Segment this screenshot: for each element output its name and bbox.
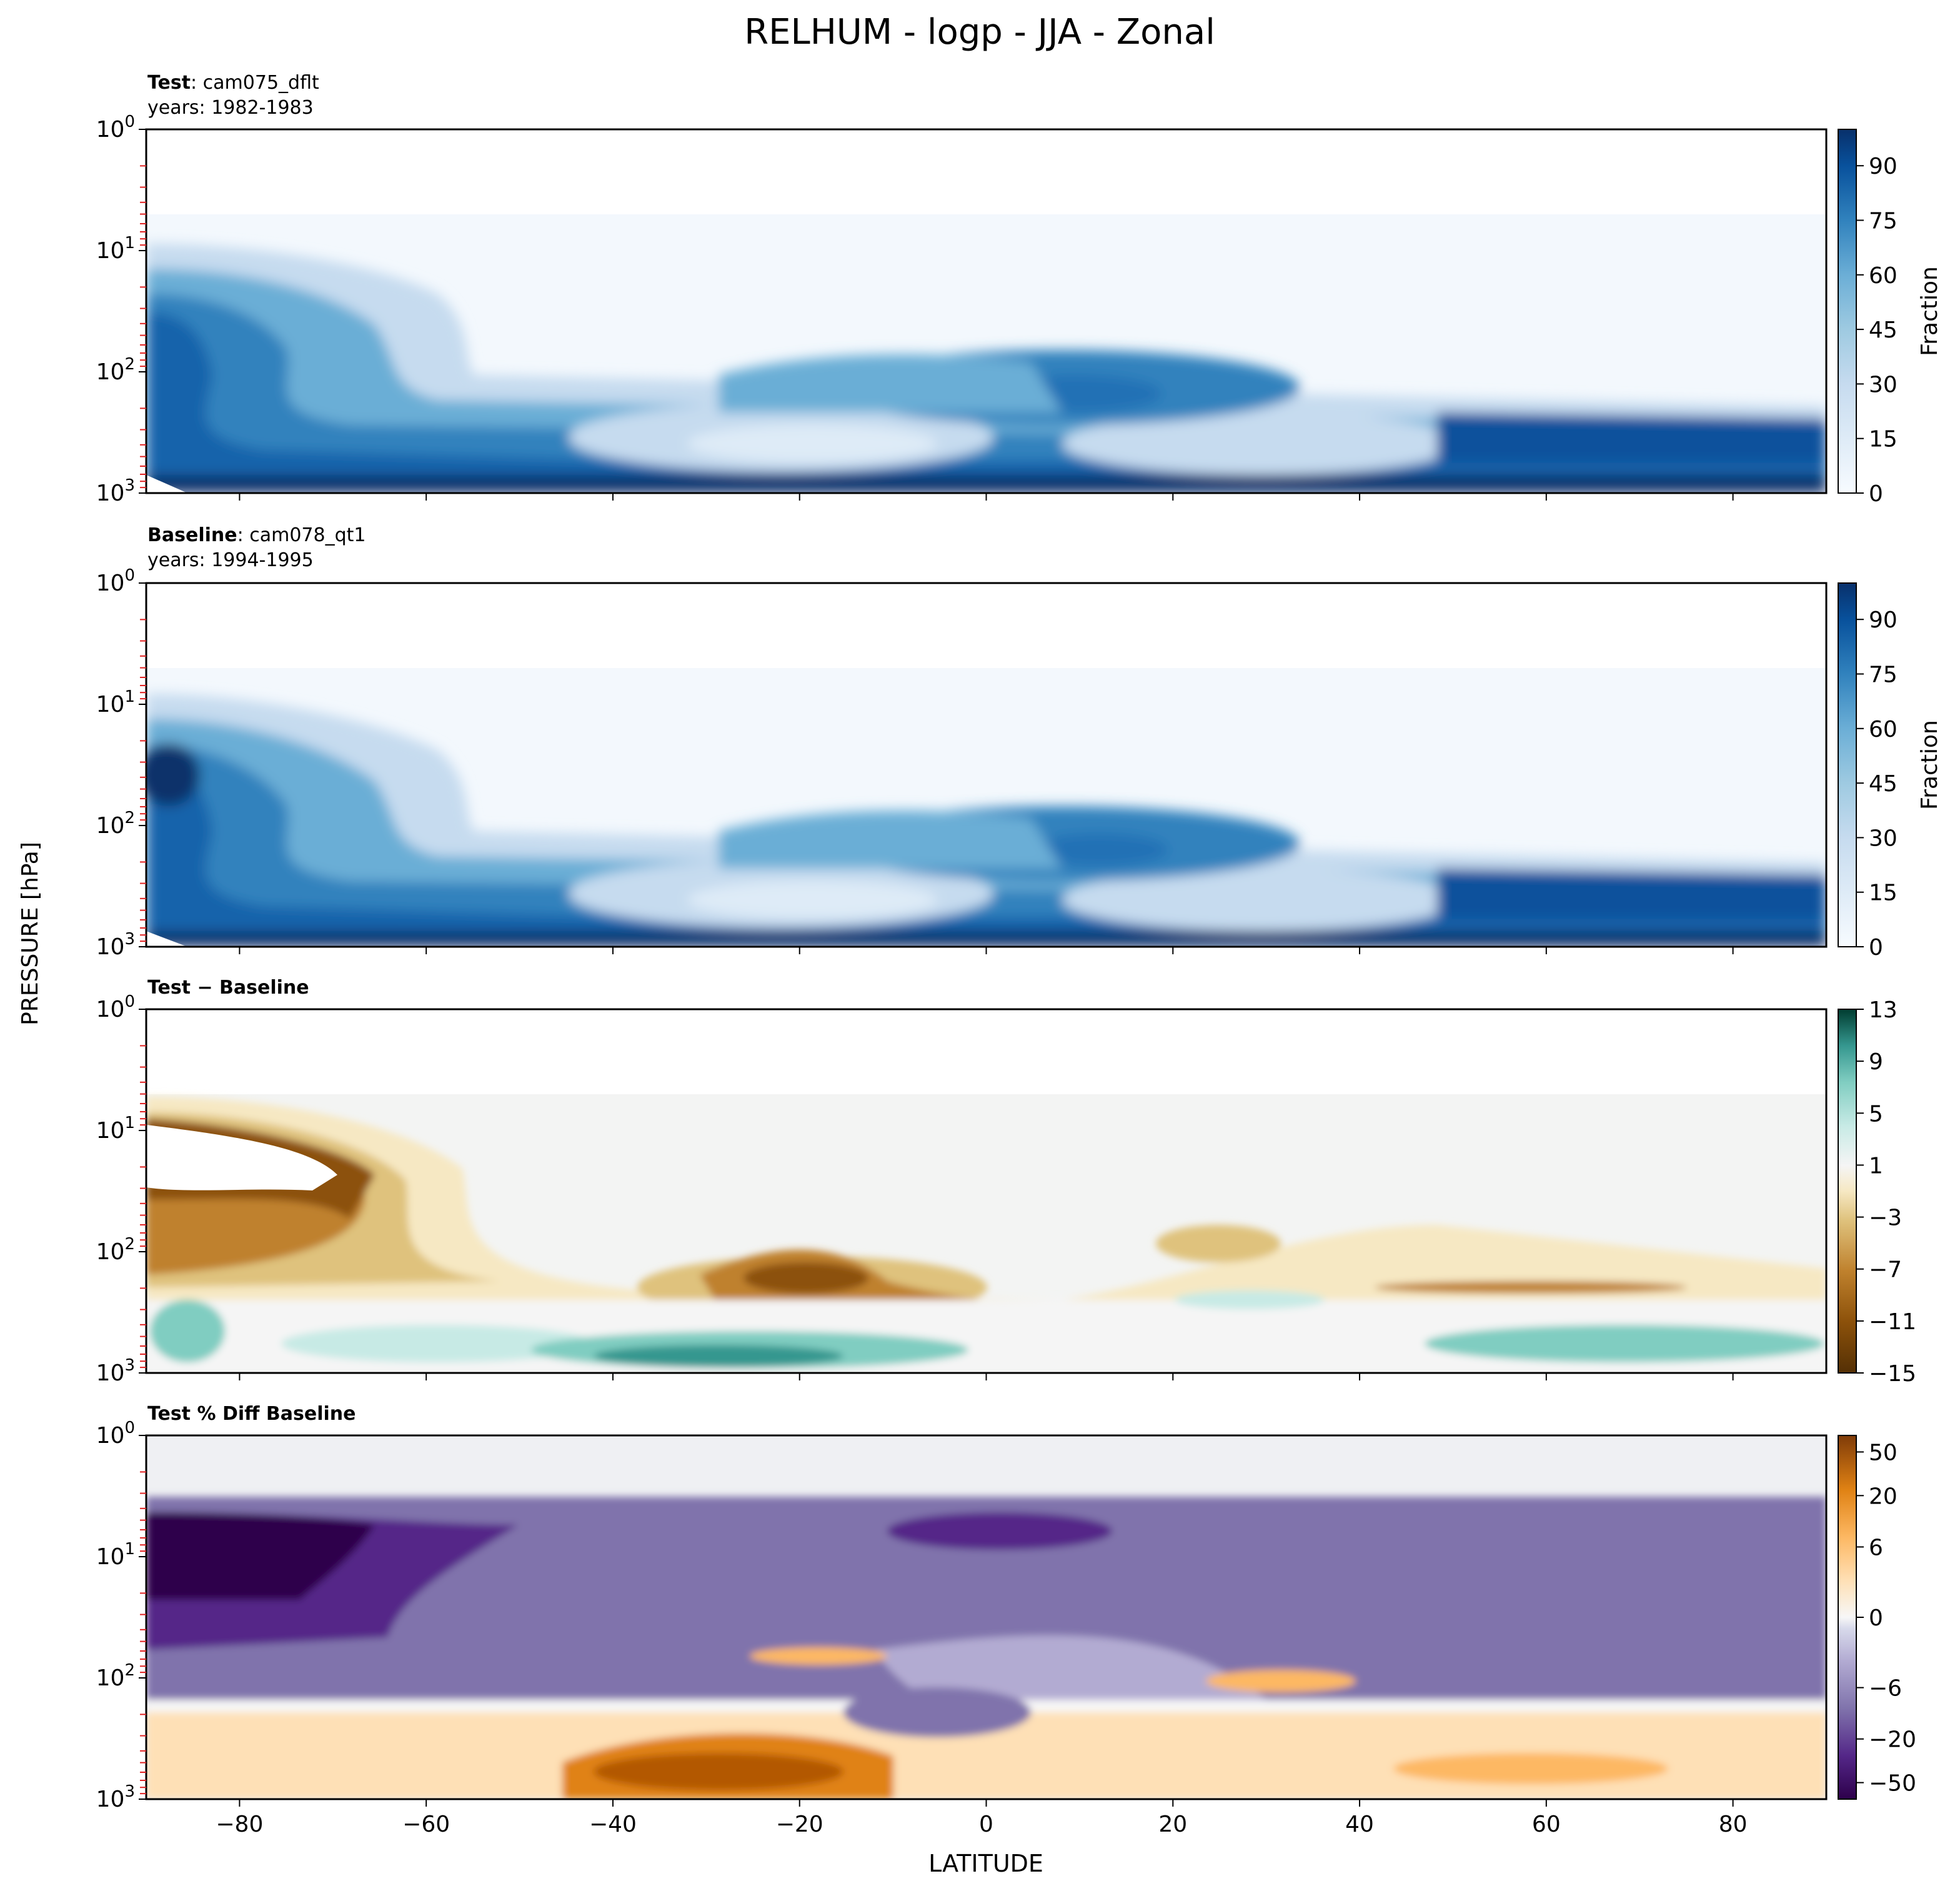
- colorbar-tick-label: 6: [1869, 1535, 1883, 1560]
- x-tick-label: −80: [216, 1812, 263, 1837]
- colorbar-tick-label: 60: [1869, 717, 1898, 742]
- colorbar-tick-label: 1: [1869, 1153, 1883, 1179]
- colorbar-tick-label: 0: [1869, 481, 1883, 507]
- colorbar-tick-label: 20: [1869, 1484, 1898, 1509]
- panel-test-subtitle: years: 1982-1983: [147, 97, 314, 119]
- x-axis-label: LATITUDE: [928, 1850, 1043, 1877]
- colorbar-tick-label: 0: [1869, 935, 1883, 960]
- y-tick-label: 101: [96, 687, 135, 717]
- y-axis-label: PRESSURE [hPa]: [17, 842, 43, 1025]
- x-tick-label: 20: [1158, 1812, 1187, 1837]
- colorbar-tick-label: 15: [1869, 881, 1898, 906]
- y-tick-label: 102: [96, 355, 135, 385]
- colorbar-tick-label: 60: [1869, 263, 1898, 289]
- y-tick-label: 102: [96, 809, 135, 839]
- colorbar-tick-label: 30: [1869, 372, 1898, 397]
- panel-pctdiff: Test % Diff Baseline: [145, 1403, 1857, 1800]
- colorbar-tick-label: 45: [1869, 317, 1898, 343]
- panel-baseline-subtitle: years: 1994-1995: [147, 549, 314, 571]
- panel-diff: Test − Baseline: [145, 977, 1857, 1374]
- colorbar-tick-label: 5: [1869, 1101, 1883, 1127]
- y-tick-label: 101: [96, 1114, 135, 1144]
- colorbar-tick-label: −50: [1869, 1771, 1916, 1797]
- figure-title: RELHUM - logp - JJA - Zonal: [744, 12, 1215, 52]
- panel-pctdiff-title: Test % Diff Baseline: [147, 1403, 356, 1425]
- y-tick-label: 102: [96, 1661, 135, 1691]
- colorbar-tick-label: 9: [1869, 1049, 1883, 1075]
- x-tick-label: 40: [1345, 1812, 1374, 1837]
- y-tick-label: 100: [96, 992, 135, 1022]
- colorbar-tick-label: 90: [1869, 607, 1898, 633]
- panel-baseline-title: Baseline: cam078_qt1: [147, 524, 366, 546]
- y-tick-label: 103: [96, 1356, 135, 1386]
- panel-test-field: [146, 129, 1826, 493]
- y-tick-label: 103: [96, 930, 135, 960]
- colorbar-diff: [1838, 1009, 1857, 1374]
- colorbar-baseline: Fraction: [1838, 582, 1943, 947]
- panel-diff-field: [146, 1009, 1826, 1373]
- colorbar-tick-label: −11: [1869, 1309, 1916, 1335]
- y-tick-label: 101: [96, 1540, 135, 1570]
- panel-diff-title: Test − Baseline: [147, 977, 309, 999]
- y-tick-label: 103: [96, 476, 135, 506]
- colorbar-tick-label: −6: [1869, 1676, 1902, 1702]
- panel-baseline: Baseline: cam078_qt1 years: 1994-1995: [145, 524, 1943, 948]
- colorbar-tick-label: −7: [1869, 1257, 1902, 1283]
- y-tick-label: 100: [96, 1419, 135, 1449]
- y-tick-label: 100: [96, 566, 135, 596]
- colorbar-tick-label: 0: [1869, 1605, 1883, 1631]
- x-tick-label: −60: [402, 1812, 450, 1837]
- x-tick-label: −20: [776, 1812, 823, 1837]
- colorbar-tick-label: 13: [1869, 997, 1898, 1023]
- y-tick-label: 101: [96, 234, 135, 264]
- colorbar-tick-label: 75: [1869, 209, 1898, 234]
- colorbar-tick-label: −20: [1869, 1727, 1916, 1753]
- y-tick-label: 103: [96, 1782, 135, 1812]
- panel-pctdiff-field: [146, 1435, 1826, 1799]
- colorbar-tick-label: −3: [1869, 1205, 1902, 1231]
- panel-baseline-field: [146, 583, 1826, 947]
- colorbar-pctdiff: [1838, 1435, 1857, 1800]
- x-tick-label: 60: [1532, 1812, 1561, 1837]
- colorbar-tick-label: 50: [1869, 1440, 1898, 1465]
- colorbar-tick-label: 30: [1869, 826, 1898, 851]
- panel-test: Test: cam075_dflt years: 1982-1983: [145, 72, 1943, 494]
- colorbar-tick-label: −15: [1869, 1361, 1916, 1387]
- colorbar-test: Fraction: [1838, 129, 1943, 494]
- colorbar-baseline-label: Fraction: [1917, 720, 1943, 810]
- colorbar-tick-label: 75: [1869, 662, 1898, 688]
- x-tick-label: 0: [979, 1812, 993, 1837]
- y-tick-label: 100: [96, 112, 135, 142]
- y-tick-label: 102: [96, 1235, 135, 1265]
- panel-test-title: Test: cam075_dflt: [147, 72, 319, 94]
- colorbar-test-label: Fraction: [1917, 266, 1943, 356]
- colorbar-tick-label: 15: [1869, 427, 1898, 452]
- x-tick-label: −40: [589, 1812, 637, 1837]
- colorbar-tick-label: 45: [1869, 771, 1898, 797]
- x-tick-label: 80: [1719, 1812, 1748, 1837]
- colorbar-tick-label: 90: [1869, 154, 1898, 179]
